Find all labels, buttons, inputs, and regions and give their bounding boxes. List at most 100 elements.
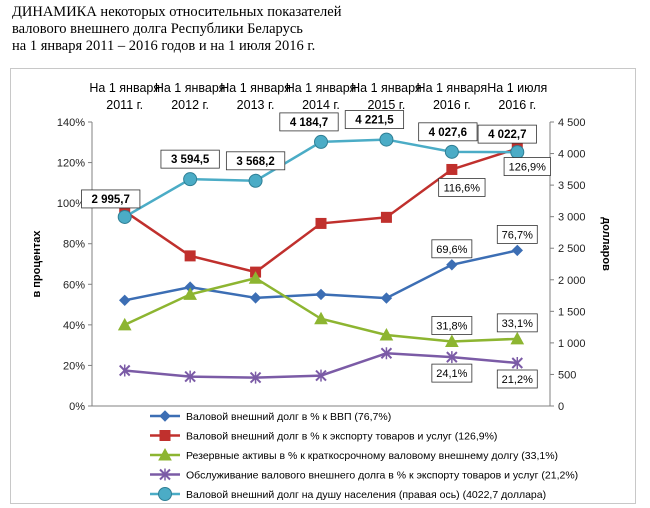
y-tick-label-right: 2 000 <box>558 275 586 287</box>
legend-entry: Валовой внешний долг в % к ВВП (76,7%) <box>150 410 391 423</box>
data-point <box>158 487 172 501</box>
y-axis-title-left: в процентах <box>31 230 43 298</box>
data-point <box>183 172 198 187</box>
svg-text:4 221,5: 4 221,5 <box>355 115 394 127</box>
svg-text:76,7%: 76,7% <box>502 229 533 241</box>
data-point <box>248 271 263 284</box>
legend-layer: Валовой внешний долг в % к ВВП (76,7%) Ва… <box>150 410 578 501</box>
y-axis-title-right: долларов <box>600 217 612 271</box>
data-point <box>379 132 394 147</box>
data-point <box>446 351 458 364</box>
category-label: На 1 января <box>351 81 422 95</box>
data-label: 33,1% <box>496 313 538 333</box>
chart-title: ДИНАМИКА некоторых относительных показат… <box>12 4 342 54</box>
data-label: 3 568,2 <box>225 151 286 171</box>
data-point <box>314 311 328 325</box>
data-point <box>248 173 263 188</box>
data-point <box>445 334 459 347</box>
svg-text:31,8%: 31,8% <box>436 320 467 332</box>
svg-text:24,1%: 24,1% <box>436 368 467 380</box>
data-point <box>315 369 327 382</box>
data-label: 4 184,7 <box>279 112 339 132</box>
data-point <box>159 468 171 481</box>
category-label: 2016 г. <box>433 98 471 112</box>
svg-text:4 027,6: 4 027,6 <box>429 127 467 139</box>
data-point <box>380 347 393 360</box>
svg-text:4 184,7: 4 184,7 <box>290 117 328 129</box>
data-point <box>510 145 525 160</box>
data-label: 31,8% <box>431 316 473 335</box>
y-tick-label-right: 3 000 <box>558 212 586 224</box>
data-point <box>315 288 327 301</box>
category-label: 2014 г. <box>302 98 340 112</box>
svg-text:3 568,2: 3 568,2 <box>236 156 274 168</box>
data-label: 21,2% <box>496 369 538 389</box>
y-tick-label-right: 4 000 <box>558 149 586 161</box>
data-point <box>446 259 458 271</box>
category-label: На 1 января <box>220 81 291 95</box>
data-point <box>510 331 525 345</box>
chart-frame <box>10 68 636 504</box>
data-label: 76,7% <box>496 225 538 244</box>
data-point <box>315 217 327 229</box>
data-label: 4 027,6 <box>418 122 478 142</box>
y-tick-label-right: 4 500 <box>558 117 586 129</box>
category-label: На 1 июля <box>487 81 547 95</box>
y-tick-label-right: 1 000 <box>558 338 586 350</box>
data-point <box>119 364 131 377</box>
axes-layer: 0% 20% 40% 60% 80% 100% 120% 140% 0 500 1 000 1 500… <box>31 81 612 413</box>
svg-text:4 022,7: 4 022,7 <box>488 129 526 141</box>
data-point <box>380 211 392 223</box>
category-label: 2016 г. <box>498 98 536 112</box>
legend-label: Обслуживание валового внешнего долга в %… <box>186 470 578 482</box>
category-label: На 1 января <box>417 81 488 95</box>
data-point <box>446 163 458 175</box>
legend-entry: Резервные активы в % к краткосрочному ва… <box>150 447 558 462</box>
data-label: 4 221,5 <box>344 110 405 129</box>
data-point <box>184 370 196 383</box>
category-label: 2015 г. <box>368 98 406 112</box>
y-tick-label-left: 140% <box>57 117 85 129</box>
svg-text:126,9%: 126,9% <box>509 162 547 174</box>
data-label: 24,1% <box>431 363 473 383</box>
category-label: 2011 г. <box>106 98 143 112</box>
data-label: 116,6% <box>438 178 486 197</box>
y-tick-label-left: 60% <box>63 279 85 291</box>
data-label: 126,9% <box>503 157 551 176</box>
legend-entry: Обслуживание валового внешнего долга в %… <box>150 468 578 482</box>
data-point <box>511 244 523 257</box>
legend-label: Резервные активы в % к краткосрочному ва… <box>186 450 558 462</box>
category-label: 2012 г. <box>171 98 209 112</box>
data-point <box>117 317 132 331</box>
y-tick-label-right: 3 500 <box>558 180 586 192</box>
category-label: На 1 января <box>89 81 160 95</box>
data-point <box>158 447 172 461</box>
y-tick-label-left: 0% <box>69 401 85 413</box>
data-point <box>119 294 131 307</box>
data-point <box>183 287 197 300</box>
data-point <box>249 292 262 304</box>
y-tick-label-right: 500 <box>558 369 576 381</box>
legend-label: Валовой внешний долг в % к ВВП (76,7%) <box>186 411 391 423</box>
data-label: 69,6% <box>431 239 473 259</box>
y-tick-label-right: 2 500 <box>558 243 586 255</box>
category-label: На 1 января <box>155 81 226 95</box>
svg-text:3 594,5: 3 594,5 <box>171 154 210 166</box>
series-layer <box>117 132 525 384</box>
category-label: На 1 января <box>286 81 357 95</box>
y-tick-label-left: 40% <box>63 320 85 332</box>
svg-text:116,6%: 116,6% <box>444 182 481 194</box>
data-point <box>511 356 523 369</box>
legend-label: Валовой внешний долг на душу населения (… <box>186 489 546 501</box>
labels-layer: 69,6% 76,7% 116,6% 126,9% 31,8% 33,1% 24,1% 21,… <box>81 110 551 389</box>
data-point <box>380 292 393 304</box>
legend-entry: Валовой внешний долг в % к экспорту това… <box>150 430 497 443</box>
svg-text:33,1%: 33,1% <box>502 318 533 330</box>
data-point <box>249 371 262 384</box>
svg-text:69,6%: 69,6% <box>436 244 467 256</box>
svg-text:21,2%: 21,2% <box>502 374 533 386</box>
y-tick-label-right: 1 500 <box>558 306 586 318</box>
svg-text:2 995,7: 2 995,7 <box>92 194 130 206</box>
y-tick-label-right: 0 <box>558 401 564 413</box>
